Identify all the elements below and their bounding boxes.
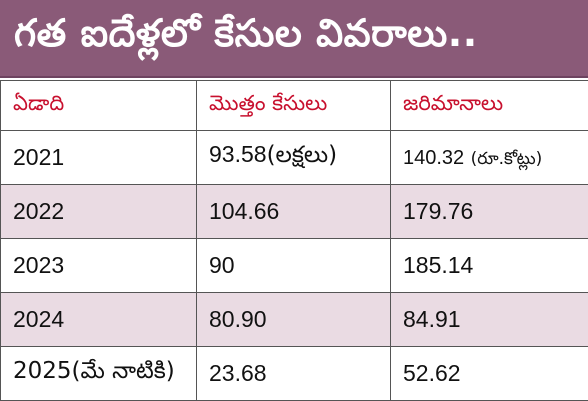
table-row: 2025(మే నాటికి) 23.68 52.62 [1,347,588,401]
table-row: 2023 90 185.14 [1,239,588,293]
fines-cell: 185.14 [391,239,588,293]
fines-value: 140.32 [403,147,464,169]
table-header-row: ఏడాది మొత్తం కేసులు జరిమానాలు [1,81,588,131]
title-banner: గత ఐదేళ్లలో కేసుల వివరాలు.. [0,0,588,78]
cases-cell: 80.90 [197,293,391,347]
year-value: 2024 [13,306,64,332]
year-value: 2022 [13,198,64,224]
fines-cell: 140.32 (రూ.కోట్లు) [391,131,588,185]
year-value: 2023 [13,252,64,278]
cases-cell: 93.58(లక్షలు) [197,131,391,185]
year-cell: 2021 [1,131,197,185]
year-cell: 2024 [1,293,197,347]
header-total-cases: మొత్తం కేసులు [197,81,391,131]
fines-value: 185.14 [403,252,473,278]
year-cell: 2025(మే నాటికి) [1,347,197,401]
table-row: 2022 104.66 179.76 [1,185,588,239]
cases-cell: 23.68 [197,347,391,401]
year-value: 2021 [13,144,64,170]
cases-value: 90 [209,252,235,278]
cases-unit: (లక్షలు) [267,142,338,168]
cases-value: 93.58 [209,141,267,167]
table-row: 2021 93.58(లక్షలు) 140.32 (రూ.కోట్లు) [1,131,588,185]
fines-value: 179.76 [403,198,473,224]
fines-value: 52.62 [403,360,461,386]
cases-value: 80.90 [209,306,267,332]
fines-unit: (రూ.కోట్లు) [471,149,543,169]
fines-cell: 52.62 [391,347,588,401]
year-cell: 2022 [1,185,197,239]
cases-cell: 90 [197,239,391,293]
table-row: 2024 80.90 84.91 [1,293,588,347]
year-cell: 2023 [1,239,197,293]
year-value: 2025(మే నాటికి) [13,358,175,384]
header-fines: జరిమానాలు [391,81,588,131]
fines-cell: 179.76 [391,185,588,239]
header-year: ఏడాది [1,81,197,131]
banner-title: గత ఐదేళ్లలో కేసుల వివరాలు.. [14,11,478,65]
cases-value: 23.68 [209,360,267,386]
cases-value: 104.66 [209,198,279,224]
fines-cell: 84.91 [391,293,588,347]
cases-cell: 104.66 [197,185,391,239]
fines-value: 84.91 [403,306,461,332]
cases-table: ఏడాది మొత్తం కేసులు జరిమానాలు 2021 93.58… [0,80,588,401]
